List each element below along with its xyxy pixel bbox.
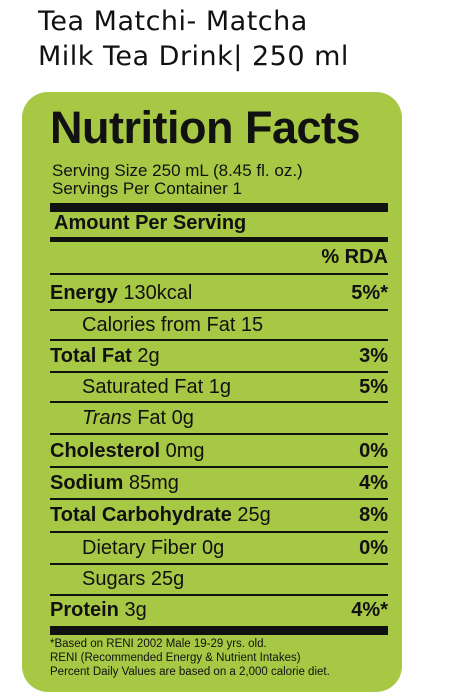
nutrient-amount: Saturated Fat 1g	[82, 376, 231, 398]
nutrient-row-dietary-fiber: Dietary Fiber 0g 0%	[50, 532, 388, 564]
nutrient-percent: 5%*	[351, 282, 388, 304]
nutrient-amount: 85mg	[123, 472, 179, 494]
nutrient-row-total-fat: Total Fat 2g 3%	[50, 340, 388, 372]
nutrient-percent: 0%	[359, 440, 388, 462]
nutrient-row-sugars: Sugars 25g	[50, 563, 388, 595]
nutrient-row-saturated-fat: Saturated Fat 1g 5%	[50, 371, 388, 403]
amount-per-serving: Amount Per Serving	[54, 212, 247, 234]
nutrient-amount: 3g	[118, 599, 147, 621]
nutrient-percent: 3%	[359, 345, 388, 367]
footnote-reni-basis: *Based on RENI 2002 Male 19-29 yrs. old.	[50, 638, 267, 650]
nutrition-facts-title: Nutrition Facts	[50, 102, 361, 153]
nutrient-percent: 4%*	[351, 599, 388, 621]
nutrient-name: Total Fat	[50, 345, 132, 367]
row-divider	[50, 594, 388, 596]
nutrient-row-cholesterol: Cholesterol 0mg 0%	[50, 435, 388, 467]
nutrient-amount: Dietary Fiber 0g	[82, 537, 225, 559]
nutrient-amount: Sugars 25g	[82, 568, 185, 590]
nutrient-name: Sodium	[50, 472, 124, 494]
medium-divider	[50, 237, 388, 242]
thick-divider-bottom	[50, 626, 388, 635]
nutrient-row-total-carbohydrate: Total Carbohydrate 25g 8%	[50, 499, 388, 531]
row-divider	[50, 563, 388, 565]
row-divider	[50, 466, 388, 468]
thin-divider	[50, 273, 388, 275]
nutrient-amount: 25g	[231, 504, 271, 526]
nutrient-amount: 130kcal	[117, 282, 193, 304]
nutrient-row-protein: Protein 3g 4%*	[50, 594, 388, 626]
row-divider	[50, 433, 388, 435]
rda-header: % RDA	[321, 246, 388, 268]
nutrient-row-energy: Energy 130kcal 5%*	[50, 277, 388, 309]
row-divider	[50, 309, 388, 311]
nutrient-amount: Fat 0g	[131, 407, 194, 429]
nutrient-amount: 2g	[131, 345, 160, 367]
row-divider	[50, 401, 388, 403]
row-divider	[50, 339, 388, 341]
nutrient-name: Protein	[50, 599, 119, 621]
nutrient-percent: 8%	[359, 504, 388, 526]
nutrient-amount: 0mg	[160, 440, 205, 462]
footnote-daily-values: Percent Daily Values are based on a 2,00…	[50, 666, 330, 678]
nutrient-row-sodium: Sodium 85mg 4%	[50, 467, 388, 499]
nutrition-label-panel	[22, 92, 402, 692]
product-title: Tea Matchi- Matcha Milk Tea Drink| 250 m…	[38, 4, 443, 74]
row-divider	[50, 498, 388, 500]
nutrient-row-calories-from-fat: Calories from Fat 15	[50, 309, 388, 341]
serving-size: Serving Size 250 mL (8.45 fl. oz.)	[52, 161, 303, 180]
nutrient-name: Cholesterol	[50, 440, 161, 462]
nutrient-name: Total Carbohydrate	[50, 504, 232, 526]
nutrient-percent: 5%	[359, 376, 388, 398]
nutrient-percent: 0%	[359, 537, 388, 559]
product-title-line2: Milk Tea Drink| 250 ml	[38, 41, 349, 72]
footnote-reni-definition: RENI (Recommended Energy & Nutrient Inta…	[50, 652, 301, 664]
row-divider	[50, 371, 388, 373]
nutrient-amount: Calories from Fat 15	[82, 314, 264, 336]
thick-divider	[50, 203, 388, 212]
nutrient-row-trans-fat: Trans Fat 0g	[50, 402, 388, 434]
nutrient-name: Trans	[82, 407, 132, 429]
servings-per-container: Servings Per Container 1	[52, 179, 242, 198]
row-divider	[50, 531, 388, 533]
nutrient-percent: 4%	[359, 472, 388, 494]
product-title-line1: Tea Matchi- Matcha	[38, 6, 308, 37]
nutrient-name: Energy	[50, 282, 118, 304]
